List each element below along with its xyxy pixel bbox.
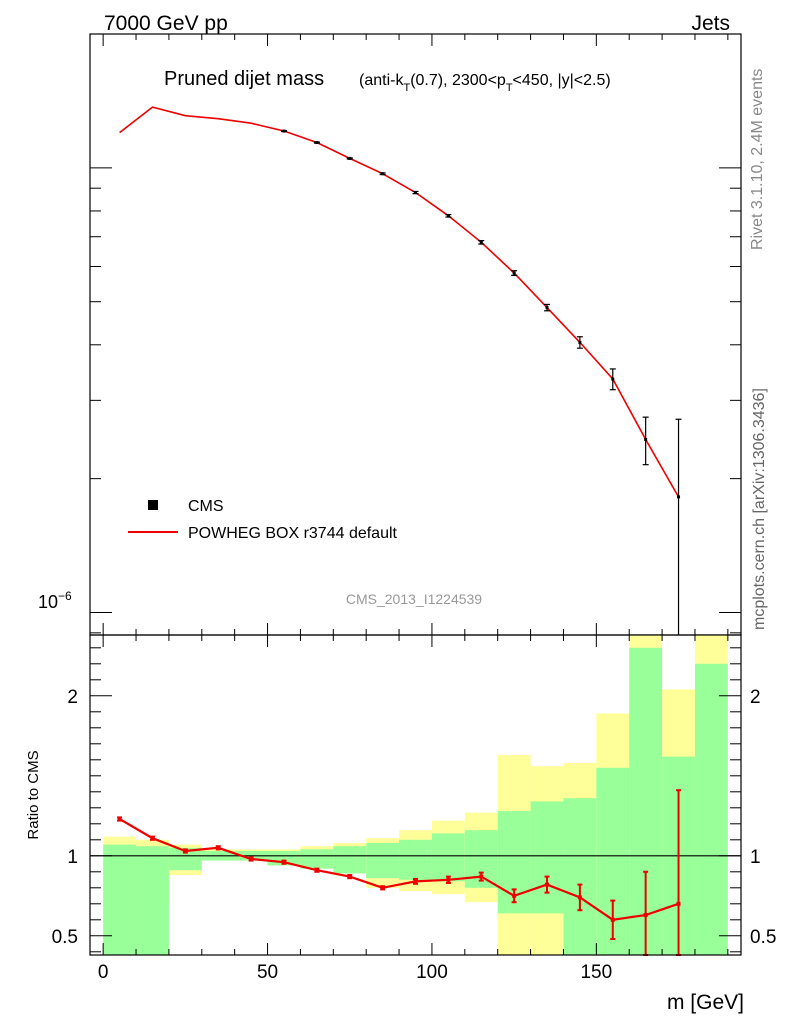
ratio-y-tick-label-right: 1 <box>750 847 761 868</box>
cms-data-point <box>611 377 615 381</box>
main-plot-marks <box>119 106 682 635</box>
plot-title: Pruned dijet mass <box>164 68 324 90</box>
ratio-band-green <box>136 846 169 955</box>
ratio-point <box>610 917 615 922</box>
ratio-band-green <box>399 839 432 880</box>
x-tick-label: 0 <box>98 962 109 983</box>
ratio-y-tick-label-left: 0.5 <box>52 927 78 948</box>
mcplots-site-label: mcplots.cern.ch [arXiv:1306.3436] <box>751 388 768 630</box>
ratio-point <box>150 836 155 841</box>
x-tick-label: 100 <box>416 962 448 983</box>
ratio-band-green <box>563 798 597 955</box>
cms-data-point <box>512 271 516 275</box>
ratio-band-green <box>366 843 400 879</box>
ratio-point <box>281 860 286 865</box>
legend-cms-label: CMS <box>188 498 224 515</box>
cms-data-point <box>446 214 450 218</box>
main-plot-panel: Pruned dijet mass (anti-kT(0.7), 2300<pT… <box>38 33 742 636</box>
ratio-band-green <box>431 833 465 882</box>
ratio-point <box>380 885 385 890</box>
cms-data-point <box>644 437 648 441</box>
ratio-point <box>249 857 254 861</box>
ratio-point <box>479 874 484 879</box>
ratio-y-axis-label: Ratio to CMS <box>25 750 42 839</box>
ratio-point <box>183 849 188 853</box>
mc-prediction-line <box>119 106 680 498</box>
ratio-point <box>446 877 451 882</box>
ratio-y-tick-label-left: 1 <box>67 847 78 868</box>
ratio-uncertainty-bands <box>103 635 728 955</box>
x-tick-label: 150 <box>580 962 612 983</box>
ratio-ticks: 0 50 100 150 0.5 0.5 1 1 2 2 <box>52 635 776 983</box>
ratio-band-green <box>168 847 202 871</box>
ratio-point <box>314 868 319 873</box>
ratio-point <box>216 845 221 850</box>
x-tick-label: 50 <box>257 962 278 983</box>
ratio-band-green <box>333 846 367 874</box>
cms-data-point <box>315 141 319 145</box>
ratio-point <box>512 893 517 898</box>
ratio-marks <box>117 789 682 956</box>
ratio-line <box>119 818 679 921</box>
y-tick-label-1e-6: 10−6 <box>38 589 72 612</box>
main-plot-frame <box>89 33 742 636</box>
ratio-point <box>545 882 550 887</box>
main-plot-ticks <box>90 33 741 635</box>
legend-cms-marker <box>148 500 158 510</box>
header-energy: 7000 GeV pp <box>104 12 228 35</box>
legend-powheg-label: POWHEG BOX r3744 default <box>188 525 398 542</box>
ratio-band-green <box>694 663 728 955</box>
ratio-y-tick-label-left: 2 <box>67 687 78 708</box>
ratio-point <box>643 913 648 917</box>
rivet-version-label: Rivet 3.1.10, 2.4M events <box>749 69 766 250</box>
cms-data-point <box>381 172 385 176</box>
ratio-band-green <box>103 844 137 955</box>
cms-data-point <box>677 495 681 499</box>
ratio-point <box>577 895 582 900</box>
cms-data-point <box>479 240 483 244</box>
header-jets: Jets <box>691 12 730 35</box>
x-axis-label: m [GeV] <box>667 991 744 1014</box>
cms-data-point <box>414 191 417 195</box>
analysis-watermark: CMS_2013_I1224539 <box>346 591 482 607</box>
ratio-frame <box>89 634 742 956</box>
ratio-y-tick-label-right: 2 <box>750 687 761 708</box>
ratio-band-green <box>530 801 564 914</box>
ratio-point <box>347 874 352 879</box>
ratio-y-tick-label-right: 0.5 <box>750 927 776 948</box>
ratio-panel: 0 50 100 150 0.5 0.5 1 1 2 2 Ratio to CMS m [GeV] <box>25 634 776 1014</box>
cms-data-point <box>282 129 286 133</box>
ratio-point <box>117 817 122 821</box>
legend: CMS POWHEG BOX r3744 default <box>128 498 398 542</box>
cms-data-point <box>578 340 582 344</box>
plot-subtitle: (anti-kT(0.7), 2300<pT<450, |y|<2.5) <box>359 72 611 94</box>
cms-data-point <box>348 156 352 160</box>
ratio-point <box>676 901 681 906</box>
ratio-band-green <box>300 849 334 869</box>
cms-data-point <box>545 306 549 310</box>
ratio-point <box>413 879 418 884</box>
